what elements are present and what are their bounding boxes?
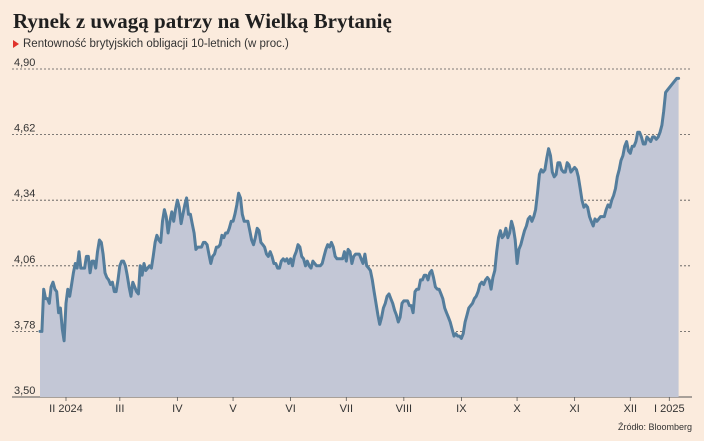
x-tick-label: VI <box>285 403 295 415</box>
y-tick-label: 4,62 <box>14 123 35 135</box>
x-tick-label: IV <box>172 403 183 415</box>
x-axis-ticks: II 2024 III IV V VI VII VIII IX X XI XII I 2025 <box>49 397 685 415</box>
y-axis-ticks: 3,50 3,78 4,06 4,34 4,62 4,90 <box>14 57 35 397</box>
x-tick-label: IX <box>456 403 467 415</box>
y-tick-label: 3,50 <box>14 385 35 397</box>
y-tick-label: 4,90 <box>14 57 35 69</box>
y-tick-label: 4,06 <box>14 254 35 266</box>
x-tick-label: XI <box>569 403 579 415</box>
triangle-right-icon <box>13 40 19 48</box>
y-tick-label: 3,78 <box>14 319 35 331</box>
subtitle-text: Rentowność brytyjskich obligacji 10-letn… <box>23 38 289 50</box>
chart-subtitle: Rentowność brytyjskich obligacji 10-letn… <box>13 38 289 50</box>
x-tick-label: III <box>115 403 124 415</box>
x-tick-label: VII <box>340 403 353 415</box>
x-tick-label: X <box>513 403 521 415</box>
x-tick-label: II 2024 <box>49 403 83 415</box>
chart-title: Rynek z uwagą patrzy na Wielką Brytanię <box>13 9 392 33</box>
yield-area <box>40 78 679 398</box>
y-tick-label: 4,34 <box>14 188 35 200</box>
source-note: Źródło: Bloomberg <box>617 422 692 432</box>
yield-line <box>38 76 681 343</box>
x-tick-label: XII <box>624 403 637 415</box>
x-tick-label: VIII <box>396 403 413 415</box>
x-tick-label: I 2025 <box>654 403 685 415</box>
x-tick-label: V <box>229 403 237 415</box>
